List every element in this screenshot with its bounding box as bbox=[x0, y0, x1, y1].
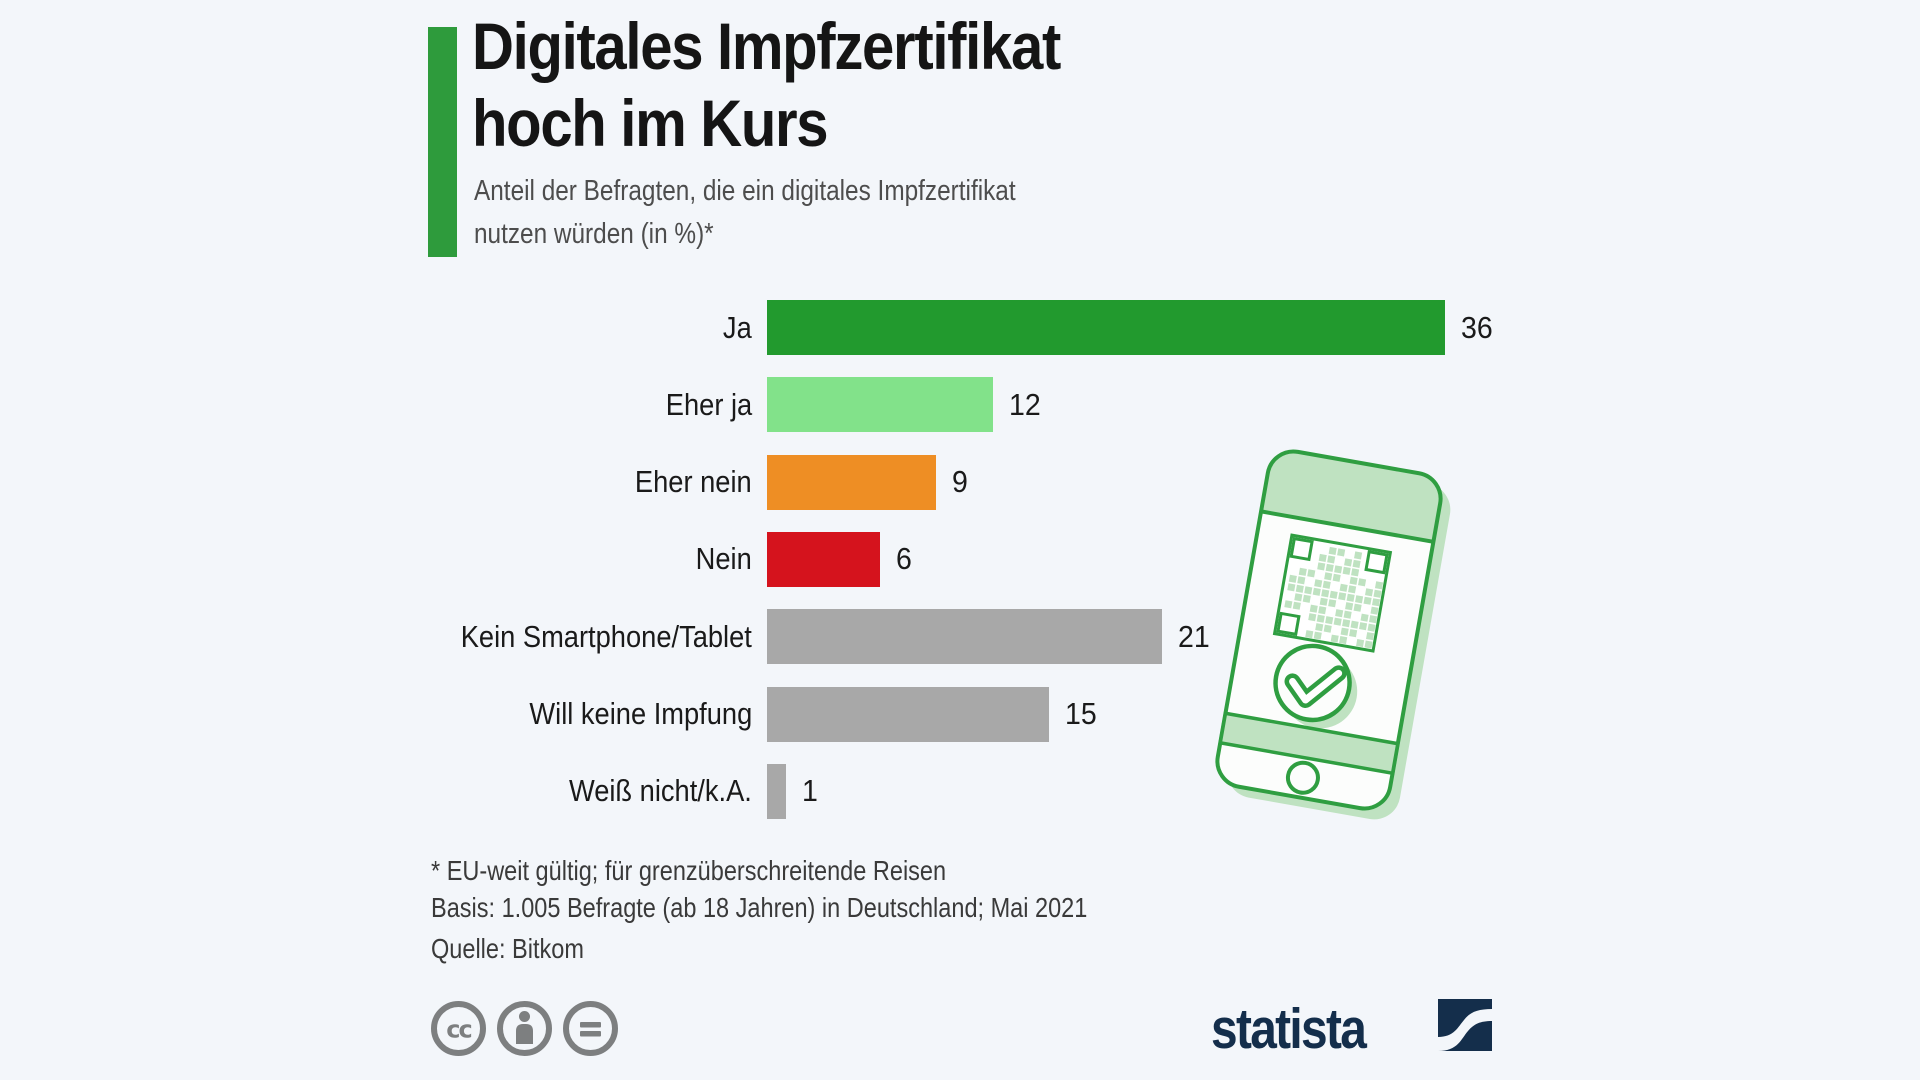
category-bar bbox=[767, 454, 937, 510]
creative-commons-license: cc bbox=[430, 1000, 619, 1057]
value-label: 21 bbox=[1178, 618, 1211, 654]
statista-logo-icon bbox=[1438, 999, 1492, 1051]
footnote-line-1: * EU-weit gültig; für grenzüberschreiten… bbox=[431, 855, 947, 886]
title-line-1: Digitales Impfzertifikat bbox=[472, 9, 1061, 83]
chart-row: Eher ja 12 bbox=[0, 377, 1043, 433]
statista-wordmark: statista bbox=[1211, 997, 1367, 1061]
title-line-2: hoch im Kurs bbox=[472, 86, 829, 160]
chart-row: Nein 6 bbox=[0, 531, 913, 587]
cc-icon: cc bbox=[431, 1001, 486, 1056]
value-label: 12 bbox=[1008, 386, 1041, 422]
chart-row: Kein Smartphone/Tablet 21 bbox=[0, 609, 1213, 665]
attribution-person-icon bbox=[497, 1001, 552, 1056]
chart-row: Weiß nicht/k.A. 1 bbox=[0, 763, 819, 819]
svg-text:cc: cc bbox=[446, 1016, 471, 1044]
category-label: Eher ja bbox=[665, 386, 752, 422]
qr-code-icon bbox=[1272, 533, 1393, 653]
category-label: Ja bbox=[723, 309, 752, 345]
source-line: Quelle: Bitkom bbox=[431, 933, 584, 964]
category-label: Kein Smartphone/Tablet bbox=[460, 618, 752, 654]
value-label: 15 bbox=[1065, 696, 1098, 732]
smartphone-certificate-illustration bbox=[1215, 449, 1451, 820]
category-label: Eher nein bbox=[635, 464, 752, 500]
category-label: Will keine Impfung bbox=[529, 696, 752, 732]
chart-row: Eher nein 9 bbox=[0, 454, 970, 510]
chart-row: Ja 36 bbox=[0, 300, 1495, 355]
value-label: 1 bbox=[801, 773, 818, 809]
category-label: Nein bbox=[695, 541, 752, 577]
home-button-icon bbox=[1285, 760, 1320, 795]
subtitle-line-1: Anteil der Befragten, die ein digitales … bbox=[474, 175, 1016, 207]
value-label: 6 bbox=[895, 541, 912, 577]
category-bar bbox=[767, 763, 786, 819]
category-bar bbox=[767, 609, 1163, 665]
page-title: Digitales Impfzertifikat hoch im Kurs bbox=[472, 8, 1061, 162]
chart-row: Will keine Impfung 15 bbox=[0, 686, 1100, 742]
chart-subtitle: Anteil der Befragten, die ein digitales … bbox=[474, 170, 1016, 256]
value-label: 36 bbox=[1460, 309, 1493, 345]
checkmark-badge-icon bbox=[1273, 643, 1358, 729]
qr-finder-squares bbox=[1276, 536, 1389, 637]
category-label: Weiß nicht/k.A. bbox=[569, 773, 752, 809]
subtitle-line-2: nutzen würden (in %)* bbox=[474, 218, 714, 250]
equals-icon bbox=[563, 1001, 618, 1056]
category-bar bbox=[767, 377, 993, 433]
title-accent-bar bbox=[428, 27, 457, 257]
category-bar bbox=[767, 686, 1050, 742]
phone-bottom-band bbox=[1218, 711, 1400, 776]
value-label: 9 bbox=[952, 464, 969, 500]
category-bar bbox=[767, 531, 880, 587]
category-bar bbox=[767, 300, 1445, 355]
footnotes: * EU-weit gültig; für grenzüberschreiten… bbox=[431, 852, 1212, 967]
footnote-line-2: Basis: 1.005 Befragte (ab 18 Jahren) in … bbox=[431, 892, 1088, 923]
